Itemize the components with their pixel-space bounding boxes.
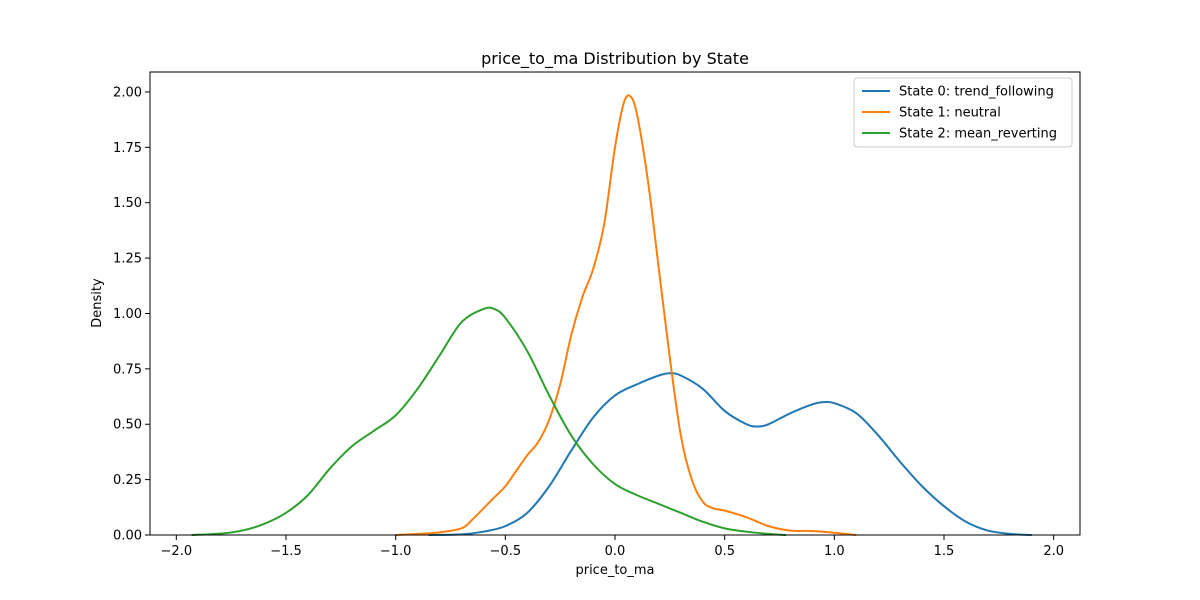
y-tick-label: 1.75 (113, 141, 142, 156)
y-tick-label: 0.75 (113, 362, 142, 377)
series-line-0 (428, 372, 1032, 536)
x-tick-label: −1.0 (380, 544, 412, 559)
y-tick-label: 1.25 (113, 252, 142, 267)
series-line-1 (395, 94, 857, 536)
y-tick-label: 0.25 (113, 473, 142, 488)
x-tick-label: 1.0 (824, 544, 845, 559)
y-tick-label: 0.50 (113, 418, 142, 433)
x-tick-label: 0.5 (714, 544, 735, 559)
legend: State 0: trend_following State 1: neutral… (853, 77, 1073, 148)
y-tick-label: 0.00 (113, 529, 142, 544)
y-tick-label: 2.00 (113, 85, 142, 100)
x-tick-label: 2.0 (1043, 544, 1064, 559)
x-axis-label: price_to_ma (575, 563, 654, 578)
y-tick-label: 1.50 (113, 196, 142, 211)
legend-label-0: State 0: trend_following (899, 85, 1054, 100)
legend-box (853, 77, 1073, 148)
x-tick-label: −0.5 (490, 544, 522, 559)
y-tick-label: 1.00 (113, 307, 142, 322)
legend-label-2: State 2: mean_reverting (899, 127, 1057, 142)
plot-area: −2.0 −1.5 −1.0 −0.5 0.0 0.5 1.0 1.5 2.0 0.00 0.25 0… (113, 71, 1081, 559)
series-line-2 (191, 306, 787, 536)
x-tick-label: −1.5 (270, 544, 302, 559)
x-tick-label: −2.0 (161, 544, 193, 559)
x-tick-label: 0.0 (605, 544, 626, 559)
chart-title: price_to_ma Distribution by State (481, 49, 749, 69)
x-tick-label: 1.5 (934, 544, 955, 559)
legend-label-1: State 1: neutral (899, 106, 1001, 121)
y-axis-label: Density (90, 278, 105, 328)
